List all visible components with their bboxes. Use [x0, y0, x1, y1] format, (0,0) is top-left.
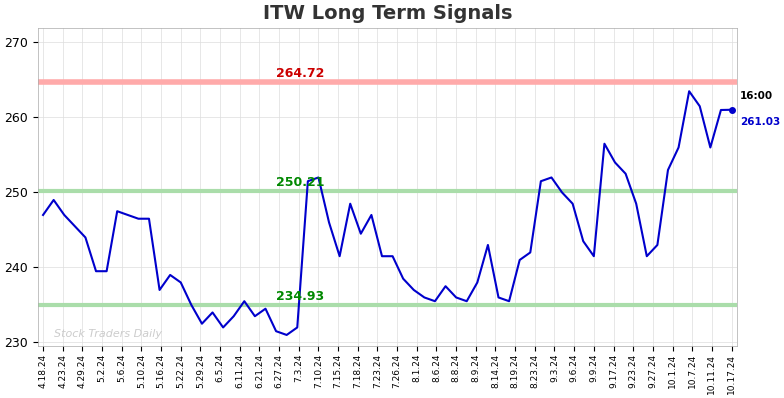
Text: 250.21: 250.21 [276, 176, 325, 189]
Text: 16:00: 16:00 [740, 91, 773, 101]
Text: 264.72: 264.72 [276, 67, 325, 80]
Text: 234.93: 234.93 [276, 290, 325, 303]
Text: 261.03: 261.03 [740, 117, 780, 127]
Text: Stock Traders Daily: Stock Traders Daily [53, 329, 162, 339]
Title: ITW Long Term Signals: ITW Long Term Signals [263, 4, 512, 23]
